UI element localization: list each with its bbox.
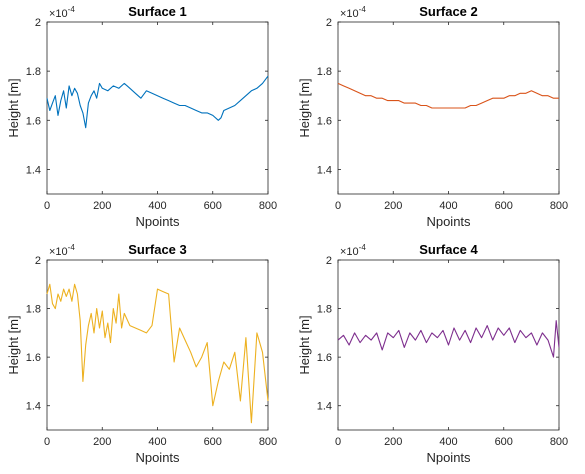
y-tick-label: 2: [35, 255, 41, 267]
x-axis-label: Npoints: [135, 214, 180, 229]
x-tick-label: 0: [335, 200, 341, 212]
x-tick-label: 200: [93, 200, 111, 212]
x-tick-label: 400: [439, 200, 457, 212]
x-tick-label: 400: [439, 436, 457, 448]
y-tick-label: 1.4: [317, 401, 332, 413]
x-tick-label: 0: [335, 436, 341, 448]
series-line: [46, 75, 269, 129]
subplot-4: 0 200 400 600 800 1.4 1.6 1.8 2 ×10-4 Surface 4 Npo…: [297, 242, 568, 465]
y-tick-label: 1.8: [26, 66, 41, 78]
exponent-label: ×10-4: [49, 243, 75, 258]
series-line: [337, 320, 560, 358]
y-tick-label: 1.4: [26, 401, 41, 413]
x-tick-label: 200: [384, 436, 402, 448]
x-tick-label: 200: [93, 436, 111, 448]
x-axis-label: Npoints: [426, 214, 471, 229]
y-tick-label: 1.6: [317, 352, 332, 364]
x-tick-label: 600: [204, 200, 222, 212]
exponent-label: ×10-4: [340, 5, 366, 20]
subplot-title: Surface 3: [128, 242, 187, 257]
subplot-title: Surface 2: [419, 4, 478, 19]
x-axis-label: Npoints: [135, 450, 180, 465]
x-tick-label: 0: [44, 436, 50, 448]
y-tick-label: 1.4: [317, 164, 332, 176]
axes-frame: [46, 21, 269, 195]
y-tick-label: 1.6: [26, 115, 41, 127]
exponent-power: -4: [359, 5, 367, 14]
exponent-label: ×10-4: [49, 5, 75, 20]
y-axis-label: Height [m]: [6, 78, 21, 137]
exponent-power: -4: [359, 243, 367, 252]
x-tick-label: 800: [259, 436, 277, 448]
y-tick-label: 1.4: [26, 164, 41, 176]
x-tick-label: 800: [550, 200, 568, 212]
y-tick-label: 2: [326, 17, 332, 29]
x-tick-label: 600: [495, 200, 513, 212]
y-tick-label: 2: [326, 255, 332, 267]
subplot-2: 0 200 400 600 800 1.4 1.6 1.8 2 ×10-4 Surface 2 Npo…: [297, 4, 568, 229]
x-tick-label: 800: [550, 436, 568, 448]
y-tick-label: 1.8: [317, 66, 332, 78]
series-line: [46, 283, 269, 424]
subplot-1: 0 200 400 600 800 1.4 1.6 1.8 2 ×10-4 Surface 1 Npo…: [6, 4, 277, 229]
y-axis-label: Height [m]: [6, 315, 21, 374]
subplot-3: 0 200 400 600 800 1.4 1.6 1.8 2 ×10-4 Surface 3 Npo…: [6, 242, 277, 465]
x-tick-label: 400: [148, 436, 166, 448]
x-tick-label: 200: [384, 200, 402, 212]
y-axis-label: Height [m]: [297, 315, 312, 374]
y-tick-label: 1.6: [317, 115, 332, 127]
axes-frame: [46, 259, 269, 431]
y-tick-label: 2: [35, 17, 41, 29]
y-tick-label: 1.8: [26, 304, 41, 316]
x-tick-label: 400: [148, 200, 166, 212]
exponent-power: -4: [68, 243, 76, 252]
subplot-title: Surface 1: [128, 4, 187, 19]
x-axis-label: Npoints: [426, 450, 471, 465]
exponent-label: ×10-4: [340, 243, 366, 258]
series-line: [337, 82, 559, 109]
y-tick-label: 1.6: [26, 352, 41, 364]
y-axis-label: Height [m]: [297, 78, 312, 137]
x-tick-label: 0: [44, 200, 50, 212]
exponent-power: -4: [68, 5, 76, 14]
x-tick-label: 600: [204, 436, 222, 448]
x-tick-label: 800: [259, 200, 277, 212]
y-tick-label: 1.8: [317, 304, 332, 316]
subplot-title: Surface 4: [419, 242, 478, 257]
x-tick-label: 600: [495, 436, 513, 448]
